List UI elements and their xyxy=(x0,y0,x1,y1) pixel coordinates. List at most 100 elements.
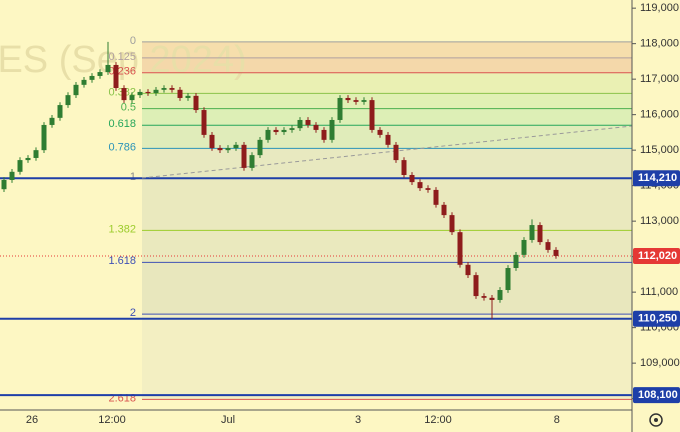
fib-band xyxy=(142,148,632,179)
y-tick-label: 109,000 xyxy=(640,357,680,369)
fib-bands xyxy=(142,41,632,400)
candle-body xyxy=(473,275,479,297)
candle-body xyxy=(193,95,199,111)
candle-body xyxy=(345,97,351,101)
candle-body xyxy=(441,204,447,216)
candle-body xyxy=(249,155,255,168)
candle-body xyxy=(113,64,119,89)
candle-body xyxy=(433,189,439,205)
price-tag-label: 108,100 xyxy=(638,389,678,401)
grid: 00.1250.2360.3820.50.6180.78611.3821.618… xyxy=(0,35,632,404)
fib-label: 0.5 xyxy=(121,102,136,114)
candle-body xyxy=(337,97,343,120)
candle-body xyxy=(81,79,87,85)
candle-body xyxy=(521,239,527,255)
fib-band xyxy=(142,57,632,73)
fib-label: 0.786 xyxy=(108,141,136,153)
settings-icon[interactable] xyxy=(649,413,663,427)
candle-body xyxy=(369,100,375,130)
candle-body xyxy=(273,129,279,133)
fib-label: 2.618 xyxy=(108,392,136,404)
candle-body xyxy=(121,88,127,101)
fib-label: 0.236 xyxy=(108,66,136,78)
plot xyxy=(1,41,559,319)
candle-body xyxy=(497,290,503,300)
candle-body xyxy=(57,105,63,118)
y-tick-label: 117,000 xyxy=(640,73,679,85)
axis: 108,000109,000110,000111,000112,000113,0… xyxy=(26,2,680,426)
candle-body xyxy=(465,264,471,276)
candle-body xyxy=(401,160,407,176)
price-tag-label: 114,210 xyxy=(638,172,677,184)
candle-body xyxy=(17,160,23,172)
candle-body xyxy=(145,91,151,94)
candle-body xyxy=(553,249,559,256)
candle-body xyxy=(385,134,391,145)
candle-body xyxy=(65,95,71,106)
candle-body xyxy=(297,119,303,129)
candle-body xyxy=(505,268,511,291)
candle-body xyxy=(233,144,239,149)
fib-label: 0.125 xyxy=(108,51,136,63)
fib-label: 0 xyxy=(130,35,136,47)
candle-body xyxy=(457,232,463,265)
candle-body xyxy=(313,124,319,130)
candle-body xyxy=(529,225,535,240)
price-tag xyxy=(633,310,680,327)
candle-body xyxy=(417,182,423,189)
x-tick-label: Jul xyxy=(221,414,235,426)
fib-band xyxy=(142,262,632,315)
candle-body xyxy=(225,148,231,151)
fib-band xyxy=(142,178,632,231)
candle-body xyxy=(129,95,135,101)
fib-label: 2 xyxy=(130,307,136,319)
candle-body xyxy=(305,119,311,125)
candle-body xyxy=(33,150,39,158)
candle-body xyxy=(257,139,263,156)
candle-body xyxy=(241,144,247,168)
trend-line xyxy=(141,125,633,179)
candle-body xyxy=(289,128,295,130)
x-tick-label: 8 xyxy=(554,414,560,426)
candle-body xyxy=(201,110,207,135)
fib-band xyxy=(142,230,632,263)
x-tick-label: 26 xyxy=(26,414,38,426)
x-tick-label: 12:00 xyxy=(424,414,452,426)
candle-body xyxy=(89,75,95,80)
candle-body xyxy=(105,64,111,73)
fib-band xyxy=(142,314,632,400)
candle-body xyxy=(377,129,383,135)
price-tag-label: 110,250 xyxy=(638,313,677,325)
candle-body xyxy=(329,119,335,140)
candle-body xyxy=(393,144,399,161)
fib-band xyxy=(142,72,632,94)
candle-body xyxy=(73,84,79,96)
y-tick-label: 118,000 xyxy=(640,38,679,50)
fib-label: 1 xyxy=(130,171,136,183)
candle-body xyxy=(25,157,31,161)
candle-body xyxy=(161,88,167,90)
candle-body xyxy=(1,179,7,190)
watermark: RES (Sep 2024) xyxy=(0,39,247,81)
candle-body xyxy=(137,91,143,96)
candle-body xyxy=(537,225,543,243)
candle-body xyxy=(97,72,103,76)
price-tag xyxy=(633,170,680,187)
candle-body xyxy=(9,171,15,180)
candle-body xyxy=(513,254,519,269)
candle-body xyxy=(281,129,287,133)
candle-body xyxy=(177,89,183,98)
fib-band xyxy=(142,93,632,109)
candle-body xyxy=(185,95,191,98)
candle-body xyxy=(169,88,175,90)
fib-label: 1.618 xyxy=(108,255,136,267)
candle-body xyxy=(409,175,415,183)
settings-button[interactable] xyxy=(649,413,663,427)
y-tick-label: 119,000 xyxy=(640,2,679,14)
settings-icon-center[interactable] xyxy=(654,418,658,422)
candle-body xyxy=(361,100,367,102)
x-tick-label: 3 xyxy=(355,414,361,426)
fib-band xyxy=(142,108,632,126)
y-tick-label: 116,000 xyxy=(640,109,679,121)
